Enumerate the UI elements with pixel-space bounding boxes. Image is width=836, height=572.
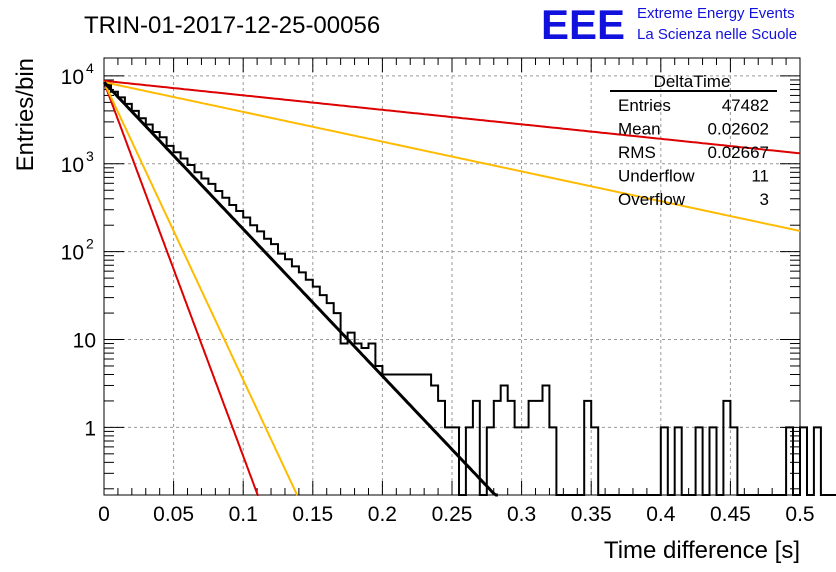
eee-logo: EEE Extreme Energy Events La Scienza nel… <box>541 1 797 48</box>
logo-line1: Extreme Energy Events <box>637 5 795 22</box>
chart-title: TRIN-01-2017-12-25-00056 <box>84 12 380 39</box>
histogram-steps <box>104 84 836 496</box>
y-tick-label: 10 <box>61 154 84 177</box>
stats-row-label: Underflow <box>618 167 695 186</box>
stats-box: DeltaTime Entries 47482 Mean 0.02602 RMS 0.02… <box>610 72 777 209</box>
x-tick-label: 0.1 <box>229 503 258 526</box>
x-tick-label: 0.45 <box>710 503 751 526</box>
stats-row-value: 47482 <box>722 96 769 115</box>
y-tick-label: 10 <box>73 330 96 353</box>
stats-row-label: Entries <box>618 96 671 115</box>
stats-row-label: RMS <box>618 143 656 162</box>
x-tick-label: 0 <box>98 503 110 526</box>
y-tick-exponent: 2 <box>86 236 94 252</box>
x-tick-label: 0.15 <box>292 503 333 526</box>
stats-row-value: 11 <box>751 167 769 186</box>
y-tick-label: 10 <box>61 66 84 89</box>
x-axis-label: Time difference [s] <box>604 537 800 564</box>
x-tick-label: 0.4 <box>646 503 676 526</box>
fit-curve <box>103 81 259 496</box>
fit-curve <box>103 81 801 232</box>
x-tick-label: 0.3 <box>507 503 536 526</box>
stats-row-value: 0.02602 <box>708 120 769 139</box>
y-axis-label: Entries/bin <box>12 58 39 171</box>
stats-row-value: 0.02667 <box>708 143 769 162</box>
fit-curve <box>103 81 299 496</box>
stats-rows: Entries 47482 Mean 0.02602 RMS 0.02667 Underfl… <box>618 96 769 209</box>
y-tick-label: 1 <box>84 417 96 440</box>
fit-curve <box>103 79 801 155</box>
data-layer <box>102 79 836 497</box>
grid <box>104 58 800 495</box>
x-tick-label: 0.05 <box>153 503 194 526</box>
logo-eee-text: EEE <box>541 1 625 48</box>
stats-row-label: Overflow <box>618 190 686 209</box>
logo-line2: La Scienza nelle Scuole <box>637 26 797 43</box>
stats-title: DeltaTime <box>654 72 731 91</box>
x-tick-label: 0.35 <box>571 503 612 526</box>
x-tick-label: 0.5 <box>785 503 814 526</box>
x-tick-label: 0.25 <box>432 503 473 526</box>
x-tick-label: 0.2 <box>368 503 397 526</box>
stats-row-label: Mean <box>618 120 661 139</box>
y-tick-exponent: 3 <box>86 148 94 164</box>
fit-curve <box>102 81 498 497</box>
stats-row-value: 3 <box>760 190 769 209</box>
y-tick-exponent: 4 <box>86 60 94 76</box>
y-tick-label: 10 <box>61 242 84 265</box>
x-tick-labels: 0 0.05 0.1 0.15 0.2 0.25 0.3 0.35 0.4 0.45 0.5 <box>98 503 814 526</box>
